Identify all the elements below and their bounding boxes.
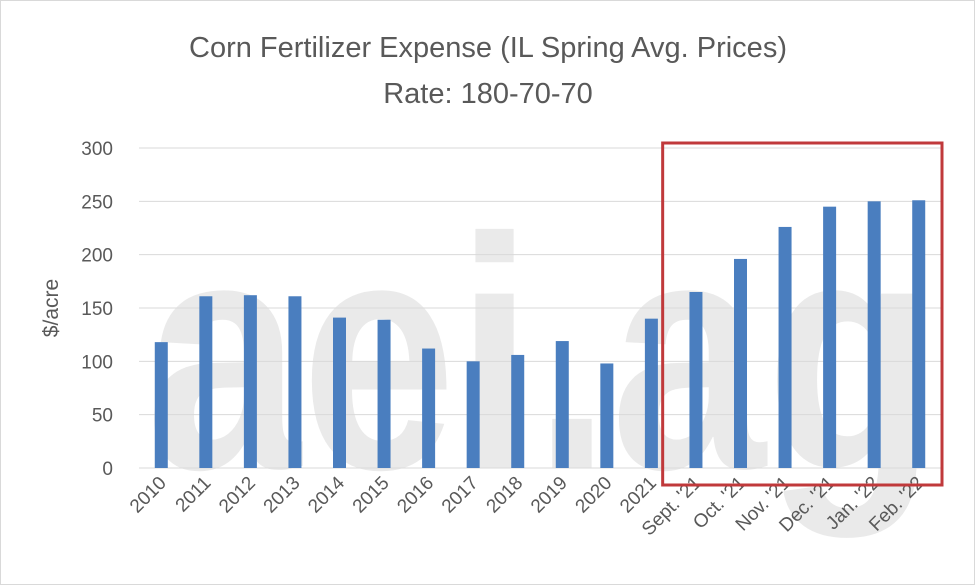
y-tick-label: 100 xyxy=(81,352,113,373)
bar xyxy=(422,348,436,468)
bar xyxy=(511,354,525,468)
bar xyxy=(600,363,614,468)
bar xyxy=(823,206,837,468)
bar xyxy=(778,226,792,468)
bar xyxy=(333,317,346,468)
y-axis-ticks: 0 50 100 150 200 250 300 xyxy=(81,139,113,480)
highlight-box xyxy=(661,141,944,487)
bar xyxy=(288,296,302,468)
chart-subtitle: Rate: 180-70-70 xyxy=(383,78,593,110)
y-tick-label: 0 xyxy=(102,459,113,480)
bar xyxy=(867,201,881,469)
bar xyxy=(912,200,926,468)
bar xyxy=(243,295,257,468)
y-tick-label: 300 xyxy=(81,139,113,160)
bar xyxy=(154,342,168,468)
y-tick-label: 150 xyxy=(81,299,113,320)
watermark: aei.ag xyxy=(146,169,936,540)
bar xyxy=(644,318,658,468)
y-axis-label: $/acre xyxy=(40,279,63,337)
bar xyxy=(689,292,703,468)
gridlines xyxy=(139,147,941,469)
bar xyxy=(555,341,569,468)
chart-title: Corn Fertilizer Expense (IL Spring Avg. … xyxy=(189,32,787,64)
y-tick-label: 200 xyxy=(81,246,113,267)
bar xyxy=(199,296,213,468)
bar xyxy=(734,258,747,468)
y-tick-label: 50 xyxy=(92,406,113,427)
y-tick-label: 250 xyxy=(81,192,113,213)
bar xyxy=(466,361,480,468)
bar xyxy=(377,319,391,468)
bars xyxy=(154,200,926,469)
watermark-text: aei.ag xyxy=(146,169,936,540)
